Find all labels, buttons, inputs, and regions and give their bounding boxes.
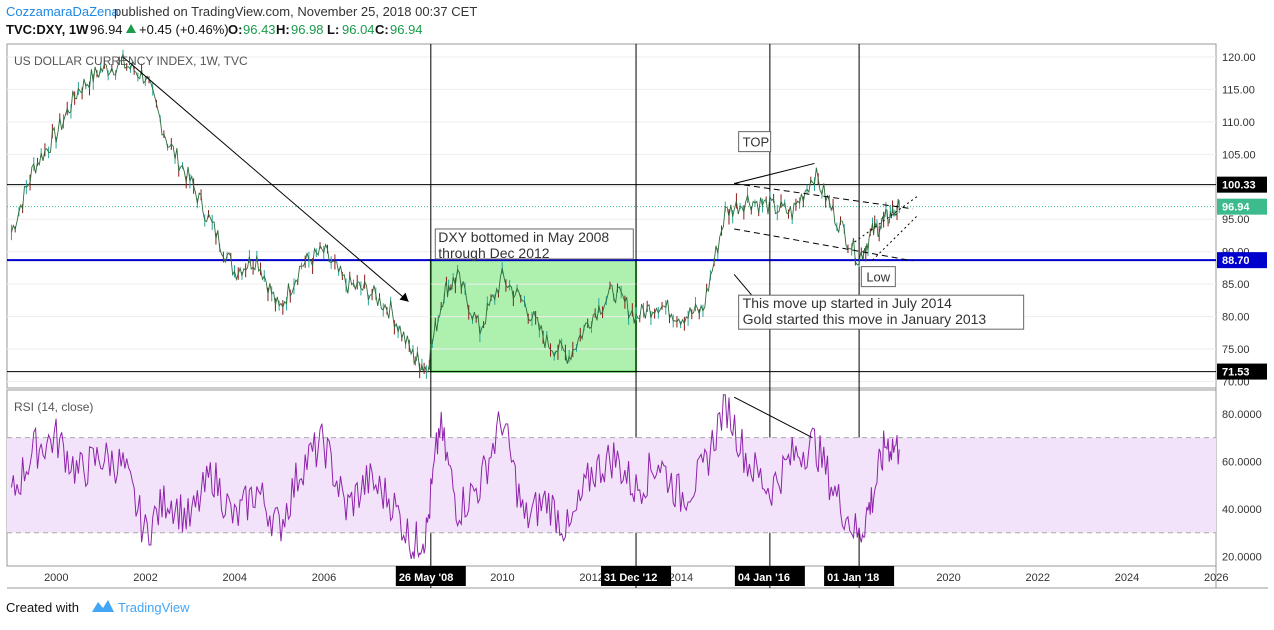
c-value: 96.94 (390, 22, 423, 37)
rsi-band (7, 437, 1216, 533)
chart-title: US DOLLAR CURRENCY INDEX, 1W, TVC (14, 54, 248, 68)
wedge-lower (872, 215, 918, 261)
rsi-tick-label: 20.0000 (1222, 551, 1262, 563)
rsi-tick-label: 60.0000 (1222, 456, 1262, 468)
price-label: 71.53 (1222, 367, 1250, 379)
time-tick-label: 2026 (1204, 572, 1228, 584)
channel-upper (734, 183, 913, 210)
downtrend-arrow (122, 56, 409, 303)
price-label: 100.33 (1222, 180, 1256, 192)
time-tick-label: 2006 (312, 572, 336, 584)
price-tick-label: 75.00 (1222, 344, 1250, 356)
time-tick-label: 2014 (669, 572, 693, 584)
annotation-line: This move up started in July 2014 (743, 295, 953, 311)
time-tick-label: 2022 (1026, 572, 1050, 584)
up-arrow-icon (126, 24, 136, 33)
date-marker-label: 26 May '08 (399, 572, 454, 584)
time-tick-label: 2024 (1115, 572, 1139, 584)
time-tick-label: 2012 (579, 572, 603, 584)
o-label: O: (228, 22, 242, 37)
date-marker-badge (824, 566, 895, 586)
price-label-bg (1217, 252, 1267, 269)
symbol-label: TVC:DXY, 1W (6, 22, 89, 37)
time-tick-label: 2010 (490, 572, 514, 584)
rsi-tick-label: 40.0000 (1222, 504, 1262, 516)
rsi-series-line (10, 394, 900, 559)
annotation-low-text: Low (866, 270, 890, 285)
price-tick-label: 95.00 (1222, 214, 1250, 226)
c-label: C: (375, 22, 389, 37)
tradingview-logo-icon (92, 600, 114, 612)
price-tick-label: 120.00 (1222, 52, 1256, 64)
annotation-line: through Dec 2012 (438, 245, 550, 261)
price-label: 88.70 (1222, 255, 1250, 267)
annotation-top-text: TOP (743, 135, 770, 150)
rsi-divergence-arrow (733, 396, 813, 439)
time-tick-label: 2000 (44, 572, 68, 584)
annotation-box-bottom (434, 228, 634, 260)
annotation-line: DXY bottomed in May 2008 (438, 229, 609, 245)
price-label: 96.94 (1222, 202, 1250, 214)
annotation-text: DXY bottomed in May 2008 through Dec 2012 (438, 229, 609, 261)
price-tick-label: 80.00 (1222, 312, 1250, 324)
last-price: 96.94 (90, 22, 123, 37)
price-tick-label: 85.00 (1222, 279, 1250, 291)
time-tick-label: 2004 (223, 572, 247, 584)
date-marker-badge (395, 566, 466, 586)
change-value: +0.45 (+0.46%) (139, 22, 229, 37)
date-marker-badge (601, 566, 672, 586)
date-marker-label: 04 Jan '16 (738, 572, 790, 584)
footer-created-with: Created with (6, 600, 79, 615)
channel-lower (734, 228, 913, 262)
annotation-move-text: This move up started in July 2014 Gold st… (743, 295, 987, 327)
footer-brand: TradingView (118, 600, 190, 615)
publish-info: published on TradingView.com, November 2… (114, 4, 477, 19)
price-tick-label: 105.00 (1222, 149, 1256, 161)
price-label-bg (1217, 176, 1267, 193)
price-label-bg (1217, 198, 1267, 215)
date-marker-badge (734, 566, 805, 586)
annotation-box-move (738, 294, 1025, 330)
date-marker-label: 31 Dec '12 (604, 572, 657, 584)
o-value: 96.43 (243, 22, 276, 37)
time-tick-label: 2020 (936, 572, 960, 584)
h-value: 96.98 (291, 22, 324, 37)
l-value: 96.04 (342, 22, 375, 37)
date-marker-label: 01 Jan '18 (827, 572, 879, 584)
arrow-head (399, 292, 409, 302)
time-tick-label: 2002 (133, 572, 157, 584)
accumulation-zone (429, 259, 638, 373)
price-series-line (11, 53, 900, 373)
top-arrow (734, 162, 815, 185)
price-tick-label: 115.00 (1222, 84, 1255, 96)
rsi-title: RSI (14, close) (14, 400, 93, 414)
h-label: H: (276, 22, 290, 37)
annotation-box-top (738, 131, 772, 153)
annotation-line: Gold started this move in January 2013 (743, 311, 987, 327)
l-label: L: (327, 22, 339, 37)
price-tick-label: 110.00 (1222, 117, 1255, 129)
rsi-tick-label: 80.0000 (1222, 409, 1262, 421)
annotation-box-low (860, 266, 896, 288)
price-label-bg (1217, 363, 1267, 380)
author-link: CozzamaraDaZena (6, 4, 119, 19)
